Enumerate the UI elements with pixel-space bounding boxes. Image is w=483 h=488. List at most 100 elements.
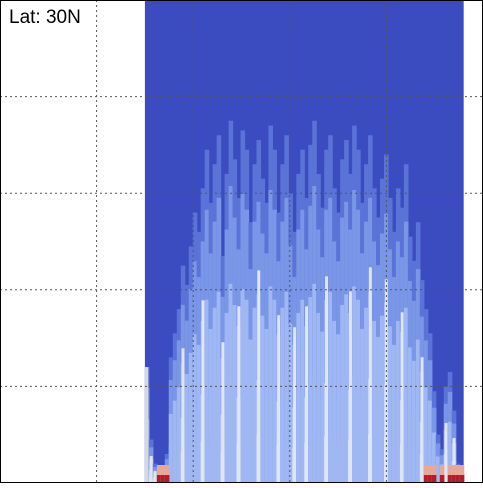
heatmap-cell [284, 378, 289, 483]
heatmap-cell [232, 437, 238, 483]
heatmap-cell [423, 465, 429, 483]
heatmap-cell [212, 438, 218, 483]
heatmap-cell [403, 438, 409, 483]
heatmap-cell [284, 434, 289, 483]
heatmap-cell [248, 446, 254, 483]
heatmap-cell [328, 378, 333, 483]
heatmap-cell [260, 440, 266, 483]
heatmap-cell [164, 465, 170, 483]
heatmap-cell [336, 401, 341, 483]
heatmap-cell [240, 433, 246, 483]
heatmap-cell [435, 476, 441, 483]
heatmap-cell [348, 291, 352, 483]
heatmap-cell [272, 383, 277, 483]
heatmap-cell [288, 442, 293, 483]
heatmap-cell [316, 390, 321, 483]
heatmap-cell [257, 270, 261, 483]
heatmap-cell [280, 438, 285, 483]
heatmap-cell [216, 378, 222, 483]
heatmap-cell [184, 455, 190, 483]
heatmap-cell [188, 412, 194, 483]
heatmap-cell [248, 404, 254, 483]
heatmap-cell [204, 383, 210, 483]
heatmap-cell [181, 348, 185, 483]
heatmap-cell [332, 441, 337, 483]
heatmap-cell [387, 397, 393, 483]
heatmap-cell [280, 387, 285, 483]
heatmap-cell [240, 377, 246, 483]
heatmap-cell [224, 439, 230, 483]
heatmap-cell [451, 475, 457, 483]
heatmap-cell [300, 436, 305, 483]
heatmap-cell [308, 435, 313, 483]
heatmap-cell [400, 312, 404, 483]
heatmap-cell [168, 445, 174, 483]
heatmap-cell [320, 444, 325, 483]
heatmap-cell [160, 475, 166, 483]
heatmap-cell [156, 465, 162, 483]
missing-data-cell [144, 367, 149, 483]
heatmap-cell [395, 394, 401, 483]
heatmap-cell [221, 342, 225, 483]
latitude-label: Lat: 30N [9, 7, 81, 28]
heatmap-cell [312, 374, 317, 483]
heatmap-cell [184, 423, 190, 483]
heatmap-cell [328, 434, 333, 483]
heatmap-cell [244, 436, 250, 483]
heatmap-cell [407, 409, 413, 483]
heatmap-cell [344, 434, 349, 483]
heatmap-cell [364, 438, 369, 483]
heatmap-cell [149, 456, 153, 483]
heatmap-cell [156, 475, 162, 483]
heatmap-cell [288, 396, 293, 483]
heatmap-cell [224, 390, 230, 483]
heatmap-cell [192, 401, 198, 483]
heatmap-cell [411, 416, 417, 483]
heatmap-cell [372, 394, 377, 483]
heatmap-cell [376, 403, 381, 484]
heatmap-cell [352, 375, 357, 483]
heatmap-cell [153, 471, 157, 483]
heatmap-cell [391, 447, 397, 483]
heatmap-cell [320, 400, 325, 483]
heatmap-cell [368, 267, 372, 483]
heatmap-cell [447, 475, 453, 483]
heatmap-cell [395, 441, 401, 483]
heatmap-cell [308, 381, 313, 483]
heatmap-cell [228, 432, 234, 483]
heatmap-cell [192, 445, 198, 483]
heatmap-cell [196, 447, 202, 483]
heatmap-cell [427, 475, 433, 483]
heatmap-cell [340, 437, 345, 483]
heatmap-cell [296, 439, 301, 483]
heatmap-cell [439, 465, 445, 483]
heatmap-cell [252, 438, 258, 483]
heatmap-cell [176, 458, 182, 483]
heatmap-cell [356, 436, 361, 483]
heatmap-cell [427, 465, 433, 483]
heatmap-cell [447, 465, 453, 483]
heatmap-cell [300, 383, 305, 483]
heatmap-cell [415, 404, 421, 483]
heatmap-cell [352, 432, 357, 483]
heatmap-cell [451, 465, 457, 483]
heatmap-cell [228, 374, 234, 483]
heatmap-cell [360, 443, 365, 483]
heatmap-cell [204, 436, 210, 483]
heatmap-cell [403, 387, 409, 483]
heatmap-cell [391, 407, 397, 483]
heatmap-cell [452, 438, 456, 483]
heatmap-cell [237, 306, 241, 483]
heatmap-cell [293, 327, 297, 483]
heatmap-cell [459, 465, 465, 483]
heatmap-cell [431, 475, 437, 483]
heatmap-cell [268, 375, 274, 483]
heatmap-cell [336, 445, 341, 483]
heatmap-cell [172, 462, 178, 483]
heatmap-cell [208, 398, 214, 483]
heatmap-cell [264, 443, 270, 483]
heatmap-cell [380, 440, 385, 483]
heatmap-cell [260, 391, 266, 483]
